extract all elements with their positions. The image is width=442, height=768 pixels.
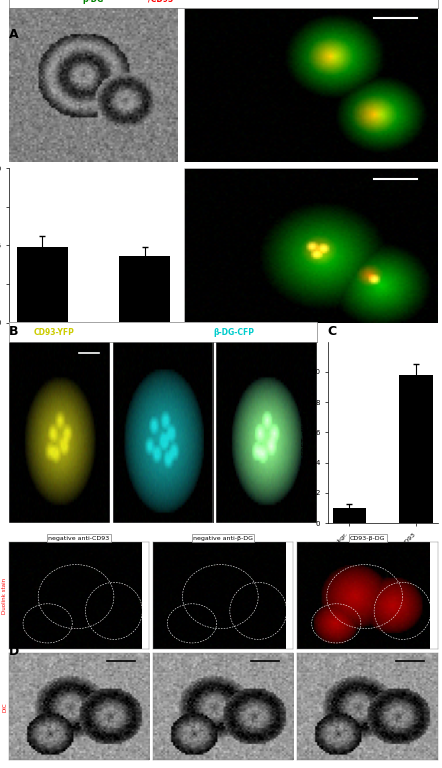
Text: DIC: DIC [2, 702, 7, 712]
Bar [332, 508, 366, 523]
Text: A: A [9, 28, 19, 41]
Text: /CD93: /CD93 [148, 0, 173, 4]
Text: C: C [328, 325, 337, 338]
Text: D: D [9, 645, 19, 658]
Bar [16, 247, 68, 323]
Text: CD93-YFP: CD93-YFP [34, 329, 74, 337]
Y-axis label: % FRET efficiency: % FRET efficiency [302, 401, 308, 464]
Bar [119, 257, 170, 323]
Text: B: B [9, 325, 18, 338]
Title: negative anti-CD93: negative anti-CD93 [48, 535, 110, 541]
Text: /: / [194, 329, 197, 337]
Bar [399, 375, 433, 523]
Title: negative anti-β-DG: negative anti-β-DG [193, 535, 253, 541]
Text: DIC/: DIC/ [17, 0, 35, 4]
Title: CD93-β-DG: CD93-β-DG [350, 535, 385, 541]
Text: Duolink stain: Duolink stain [2, 578, 7, 614]
X-axis label: β-DG: β-DG [83, 345, 104, 354]
Text: /white dots coloc.: /white dots coloc. [229, 0, 306, 4]
Text: β-DG: β-DG [83, 0, 104, 4]
Text: β-DG-CFP: β-DG-CFP [214, 329, 255, 337]
